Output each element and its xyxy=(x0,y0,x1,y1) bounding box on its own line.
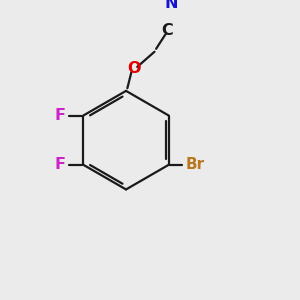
Text: C: C xyxy=(161,23,173,38)
Text: N: N xyxy=(165,0,178,11)
Text: O: O xyxy=(127,61,141,76)
Text: Br: Br xyxy=(186,157,205,172)
Text: F: F xyxy=(55,108,66,123)
Text: F: F xyxy=(55,157,66,172)
